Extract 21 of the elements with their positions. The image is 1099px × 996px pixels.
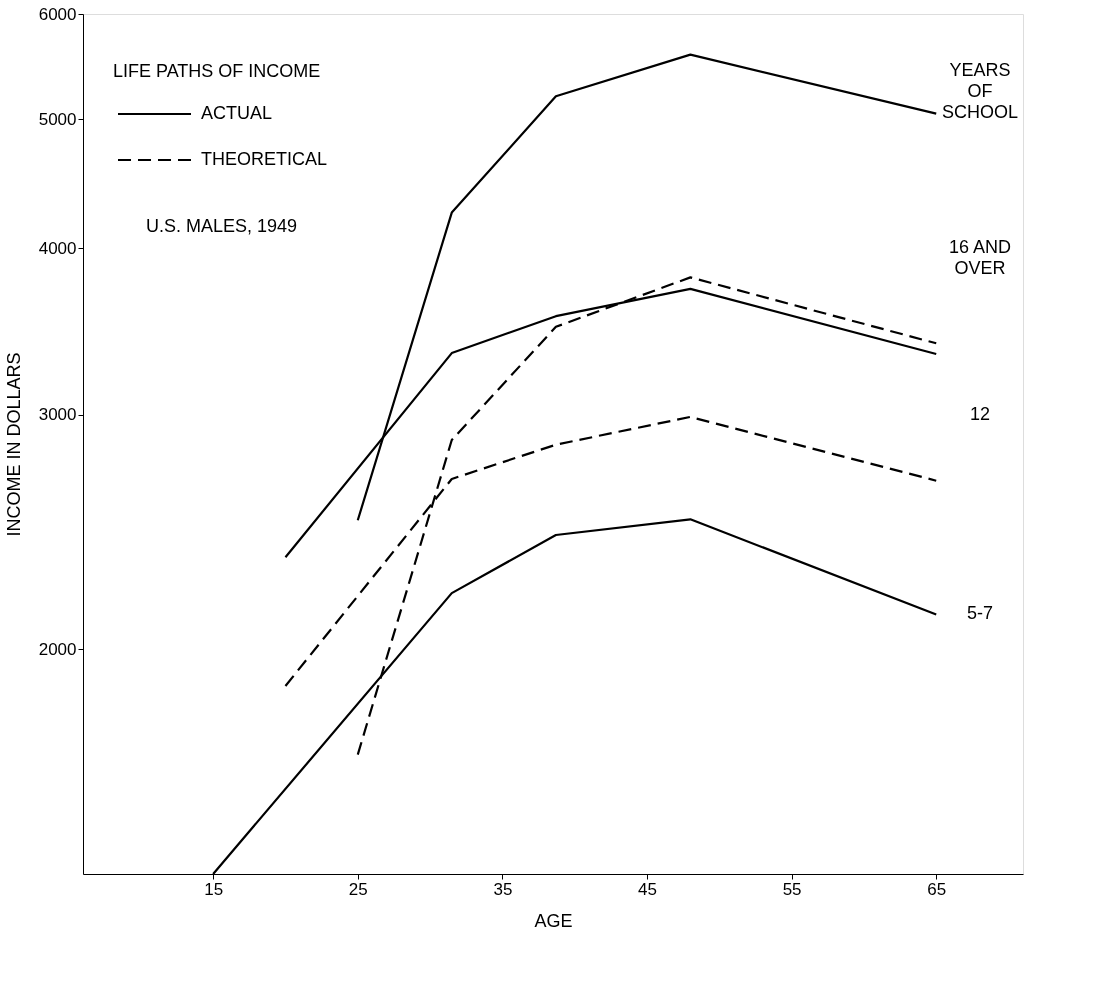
annotation: YEARS OF SCHOOL [941,60,1019,122]
x-tick-label: 65 [927,879,947,899]
x-tick-label: 55 [782,879,802,899]
y-tick-label: 5000 [38,109,77,129]
y-tick-label: 6000 [38,4,77,24]
y-tick-label: 2000 [38,639,77,659]
x-tick-label: 45 [638,879,657,899]
legend-label: THEORETICAL [201,149,328,169]
annotation: 12 [969,404,991,424]
legend-title: LIFE PATHS OF INCOME [113,61,321,81]
x-tick-label: 25 [348,879,368,899]
y-tick-label: 3000 [38,405,77,425]
y-tick-label: 4000 [38,238,77,258]
annotation: 5-7 [966,603,994,623]
annotation: U.S. MALES, 1949 [146,216,298,236]
x-axis-title: AGE [534,910,573,931]
y-axis-title: INCOME IN DOLLARS [3,352,24,537]
annotation: 16 AND OVER [948,237,1012,278]
x-tick-label: 35 [493,879,513,899]
legend-label: ACTUAL [201,103,273,123]
x-tick-label: 15 [204,879,224,899]
